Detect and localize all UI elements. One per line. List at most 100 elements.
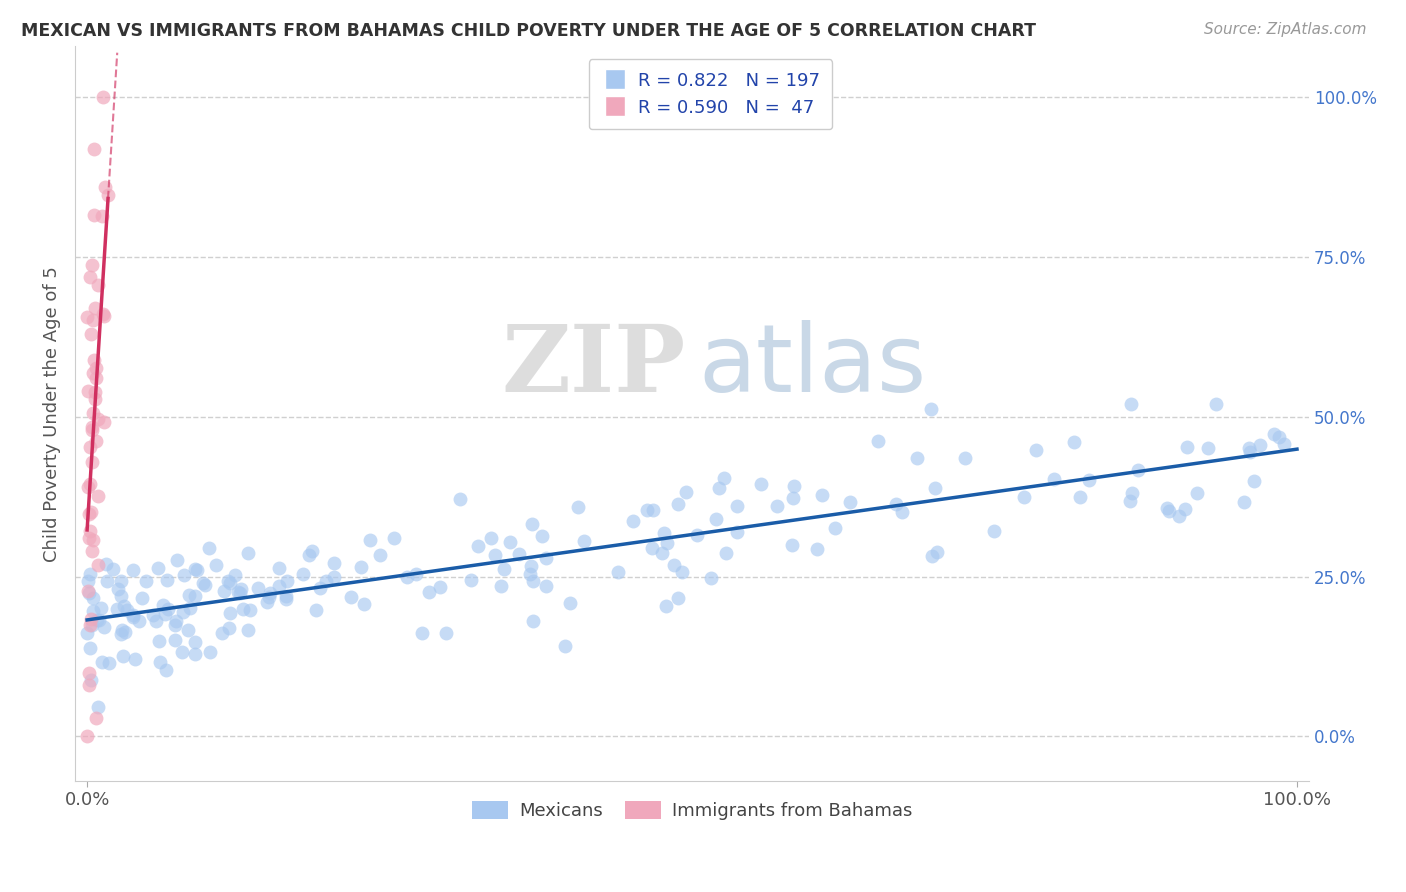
Point bbox=[76, 729, 98, 743]
Point bbox=[79, 270, 101, 285]
Point bbox=[163, 617, 186, 632]
Point bbox=[79, 440, 101, 454]
Point bbox=[114, 625, 136, 640]
Point bbox=[76, 574, 98, 588]
Point bbox=[567, 500, 589, 515]
Point bbox=[522, 574, 544, 589]
Point bbox=[449, 491, 471, 506]
Point bbox=[218, 621, 240, 635]
Point bbox=[211, 626, 233, 640]
Point bbox=[184, 635, 207, 649]
Point bbox=[198, 645, 221, 659]
Point bbox=[79, 476, 101, 491]
Point bbox=[194, 578, 217, 592]
Point bbox=[79, 524, 101, 539]
Point bbox=[122, 563, 145, 577]
Point bbox=[1263, 427, 1285, 442]
Point bbox=[115, 603, 138, 617]
Point bbox=[145, 614, 167, 628]
Point bbox=[905, 450, 928, 465]
Point bbox=[112, 648, 135, 663]
Point bbox=[359, 533, 381, 547]
Point bbox=[1063, 434, 1085, 449]
Point bbox=[198, 541, 221, 556]
Point bbox=[1012, 490, 1035, 504]
Point bbox=[179, 601, 201, 615]
Point bbox=[269, 560, 291, 574]
Point bbox=[925, 545, 948, 559]
Point bbox=[96, 574, 118, 588]
Point bbox=[86, 613, 108, 627]
Point bbox=[494, 562, 516, 576]
Point bbox=[1233, 495, 1256, 509]
Point bbox=[83, 385, 105, 400]
Point bbox=[177, 623, 200, 637]
Point bbox=[824, 520, 846, 534]
Point bbox=[236, 623, 259, 637]
Point bbox=[111, 623, 134, 637]
Point bbox=[83, 301, 105, 316]
Point bbox=[1119, 397, 1142, 411]
Point bbox=[77, 531, 100, 545]
Point bbox=[810, 488, 832, 502]
Point bbox=[163, 633, 186, 648]
Point bbox=[301, 544, 323, 558]
Point bbox=[257, 590, 280, 604]
Point bbox=[80, 258, 103, 272]
Point bbox=[866, 434, 889, 448]
Y-axis label: Child Poverty Under the Age of 5: Child Poverty Under the Age of 5 bbox=[44, 266, 60, 562]
Text: ZIP: ZIP bbox=[502, 321, 686, 411]
Point bbox=[80, 326, 103, 341]
Point bbox=[80, 424, 103, 438]
Point bbox=[700, 571, 723, 585]
Point bbox=[574, 534, 596, 549]
Point bbox=[90, 601, 112, 615]
Point bbox=[259, 586, 281, 600]
Point bbox=[725, 524, 748, 539]
Point bbox=[110, 589, 132, 603]
Point bbox=[166, 553, 188, 567]
Point bbox=[232, 602, 254, 616]
Point bbox=[90, 655, 112, 669]
Point bbox=[83, 352, 105, 367]
Point bbox=[886, 497, 908, 511]
Text: MEXICAN VS IMMIGRANTS FROM BAHAMAS CHILD POVERTY UNDER THE AGE OF 5 CORRELATION : MEXICAN VS IMMIGRANTS FROM BAHAMAS CHILD… bbox=[21, 22, 1036, 40]
Point bbox=[520, 558, 543, 573]
Point bbox=[152, 599, 174, 613]
Point bbox=[1173, 502, 1195, 516]
Point bbox=[82, 591, 104, 605]
Point bbox=[725, 500, 748, 514]
Point bbox=[666, 591, 689, 605]
Point bbox=[671, 565, 693, 579]
Point bbox=[675, 485, 697, 500]
Point bbox=[82, 533, 104, 547]
Point bbox=[155, 663, 177, 677]
Point bbox=[666, 497, 689, 511]
Point bbox=[1249, 437, 1271, 451]
Point bbox=[1239, 444, 1261, 458]
Point bbox=[98, 657, 121, 671]
Point bbox=[298, 548, 321, 562]
Point bbox=[79, 507, 101, 521]
Point bbox=[1205, 397, 1227, 411]
Point bbox=[91, 306, 114, 320]
Point bbox=[305, 603, 328, 617]
Point bbox=[212, 584, 235, 599]
Point bbox=[97, 188, 120, 202]
Point bbox=[621, 514, 644, 528]
Point bbox=[84, 434, 107, 449]
Point bbox=[1025, 443, 1047, 458]
Point bbox=[170, 645, 193, 659]
Point bbox=[560, 596, 582, 610]
Point bbox=[707, 481, 730, 495]
Point bbox=[783, 479, 806, 493]
Point bbox=[205, 558, 228, 573]
Point bbox=[79, 640, 101, 655]
Point bbox=[110, 574, 132, 589]
Point bbox=[124, 652, 146, 666]
Point bbox=[93, 90, 115, 104]
Point bbox=[86, 489, 108, 503]
Point bbox=[519, 567, 541, 582]
Point bbox=[1157, 504, 1180, 518]
Point bbox=[1237, 441, 1260, 455]
